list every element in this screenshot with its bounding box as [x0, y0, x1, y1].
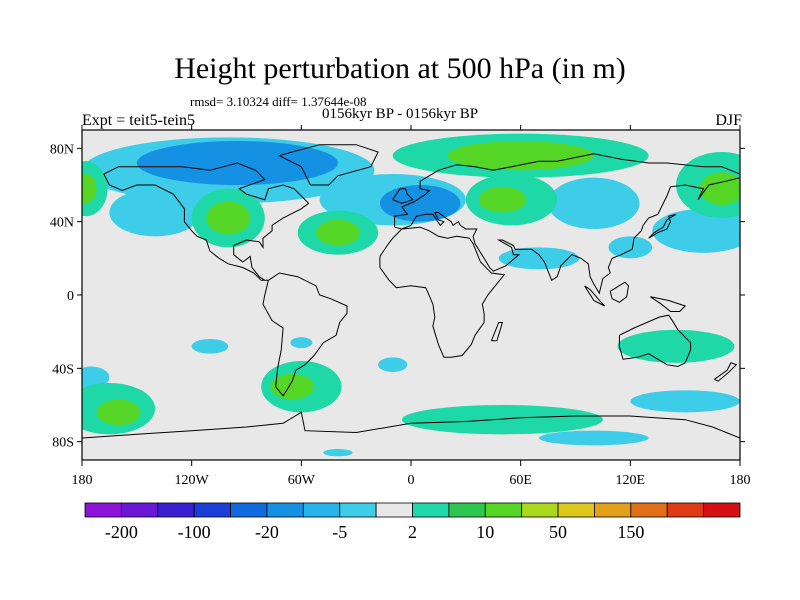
coastline	[262, 272, 348, 397]
perturbation-region	[109, 188, 201, 237]
lat-tick-label: 40N	[50, 216, 74, 231]
colorbar-label: -100	[178, 522, 211, 542]
coastline	[379, 226, 506, 358]
perturbation-region	[548, 177, 640, 229]
perturbation-region	[447, 141, 594, 171]
perturbation-region	[315, 219, 360, 246]
colorbar-swatch	[557, 502, 595, 518]
perturbation-region	[379, 185, 461, 222]
perturbation-region	[191, 339, 229, 354]
colorbar-swatch	[412, 502, 450, 518]
perturbation-region	[652, 208, 740, 253]
colorbar-swatch	[157, 502, 195, 518]
perturbation-region	[206, 201, 251, 235]
lat-tick-label: 80S	[52, 436, 74, 451]
perturbation-region	[498, 247, 580, 270]
coastline	[394, 153, 740, 295]
perturbation-region	[82, 174, 97, 204]
lon-tick-label: 120W	[175, 473, 210, 488]
colorbar-swatch	[594, 502, 632, 518]
colorbar-swatch	[266, 502, 304, 518]
coastline	[278, 144, 379, 186]
perturbation-region	[630, 390, 740, 413]
lon-tick-label: 180	[730, 473, 751, 488]
lon-tick-label: 0	[408, 473, 415, 488]
colorbar-label: 50	[549, 522, 567, 542]
perturbation-region	[96, 399, 141, 426]
coastline	[650, 296, 687, 312]
coastline	[82, 411, 740, 439]
colorbar-swatch	[703, 502, 741, 518]
lat-tick-label: 40S	[52, 362, 74, 377]
figure-title: Height perturbation at 500 hPa (in m)	[174, 52, 626, 85]
perturbation-region	[378, 357, 408, 372]
perturbation-region	[538, 430, 649, 446]
lon-tick-label: 120E	[616, 473, 646, 488]
coastline	[103, 162, 310, 281]
period-label: 0156kyr BP - 0156kyr BP	[321, 106, 479, 122]
coastline	[609, 281, 630, 303]
colorbar-swatch	[666, 502, 705, 518]
perturbation-field	[82, 133, 740, 457]
lon-tick-label: 180	[72, 473, 93, 488]
colorbar-label: 10	[476, 522, 494, 542]
coastline	[584, 285, 606, 307]
perturbation-region	[82, 366, 110, 389]
coastline	[714, 362, 738, 382]
colorbar-swatch	[120, 502, 159, 518]
perturbation-region	[323, 449, 353, 457]
colorbar: -200 -100 -20 -5 2 10 50 150	[84, 502, 741, 542]
colorbar-label: -20	[255, 522, 279, 542]
perturbation-region	[478, 186, 527, 213]
experiment-label: Expt = teit5-tein5	[82, 112, 195, 129]
season-label: DJF	[715, 112, 742, 129]
lat-tick-label: 0	[67, 289, 74, 304]
coastline	[392, 188, 414, 204]
lat-tick-label: 80N	[50, 142, 74, 157]
perturbation-region	[608, 236, 653, 259]
colorbar-swatch	[484, 502, 523, 518]
colorbar-swatch	[302, 502, 341, 518]
axis-ticks: 180 120W 60W 0 60E 120E 180 80N 40N 0 40S 80S	[50, 125, 751, 488]
stats-label: rmsd= 3.10324 diff= 1.37644e-08	[190, 94, 367, 109]
colorbar-swatch	[521, 502, 559, 518]
perturbation-region	[401, 405, 603, 435]
coastlines	[82, 144, 740, 439]
colorbar-swatch	[230, 502, 268, 518]
colorbar-swatch	[630, 502, 668, 518]
coastline	[648, 213, 677, 239]
colorbar-label: 150	[617, 522, 644, 542]
colorbar-label: -5	[332, 522, 347, 542]
colorbar-swatch	[339, 502, 377, 518]
lon-tick-label: 60E	[509, 473, 532, 488]
perturbation-region	[290, 337, 313, 349]
colorbar-swatch	[448, 502, 486, 518]
coastline	[490, 322, 504, 342]
colorbar-swatch	[375, 502, 413, 518]
colorbar-label: 2	[408, 522, 417, 542]
colorbar-swatch	[193, 502, 231, 518]
colorbar-label: -200	[105, 522, 138, 542]
coastline	[618, 314, 692, 368]
colorbar-swatch	[84, 502, 122, 518]
lon-tick-label: 60W	[288, 473, 316, 488]
